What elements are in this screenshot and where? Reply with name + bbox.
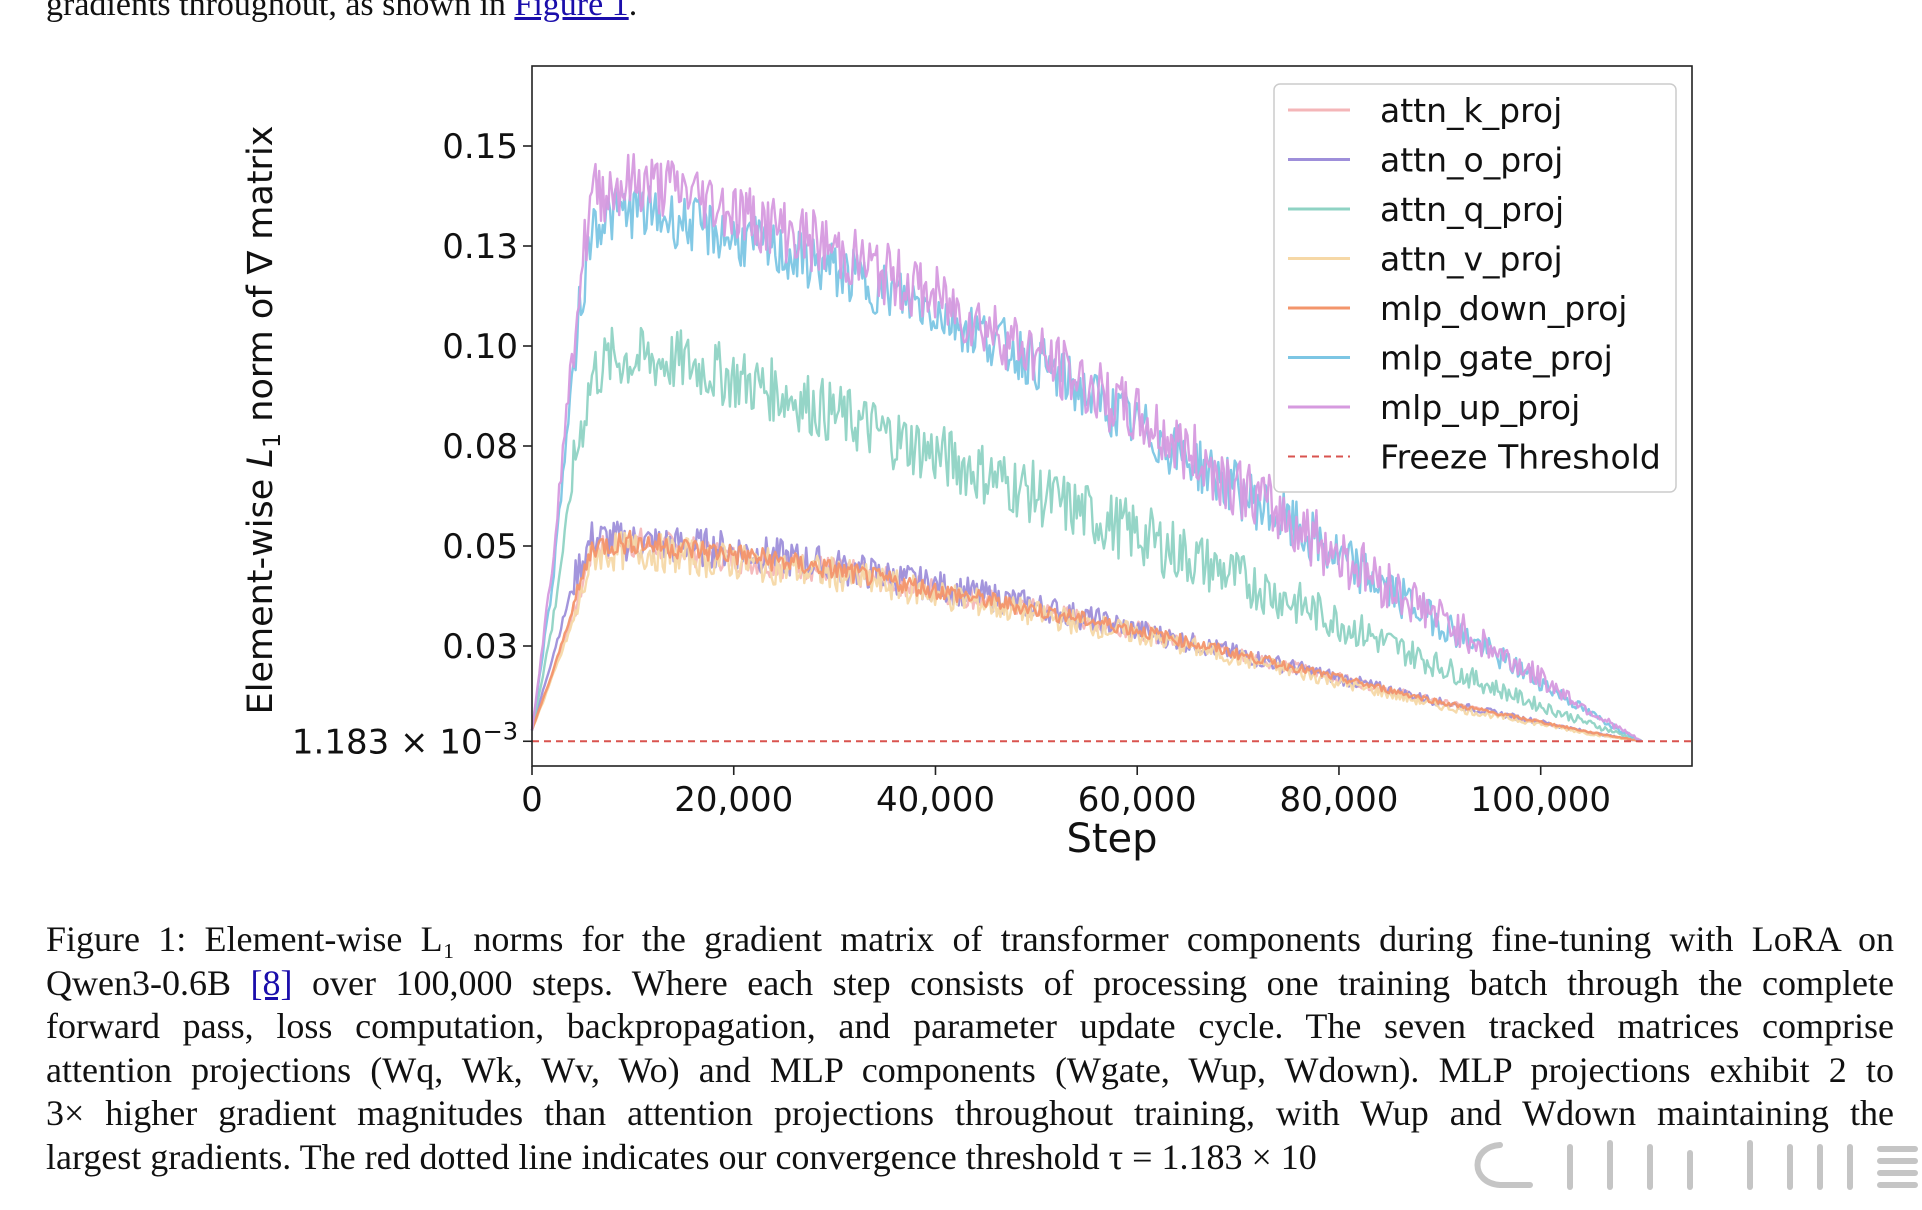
- legend-label: mlp_up_proj: [1380, 388, 1580, 427]
- series-line-attn_q_proj: [530, 326, 1642, 742]
- legend-label: mlp_gate_proj: [1380, 339, 1613, 378]
- caption-text-2b: over 100,000 steps. Where each step cons…: [292, 962, 1894, 1003]
- y-tick-label: 0.15: [442, 127, 518, 167]
- legend-label: mlp_down_proj: [1380, 289, 1627, 328]
- caption-text-4: attention projections (Wq, Wk, Wv, Wo) a…: [46, 1049, 1894, 1090]
- caption-text-1: Figure 1: Element-wise L₁ norms for the …: [46, 919, 1894, 959]
- caption-line-2: Qwen3-0.6B [8] over 100,000 steps. Where…: [46, 962, 1894, 1006]
- caption-line-5: 3× higher gradient magnitudes than atten…: [46, 1092, 1894, 1136]
- legend-box: [1273, 83, 1677, 493]
- legend: attn_k_proj attn_o_proj attn_q_proj attn_v_…: [1273, 83, 1677, 493]
- caption-text-6: largest gradients. The red dotted line i…: [46, 1136, 1317, 1177]
- x-axis: 0 20,000 40,000 60,000 80,000 100,000: [521, 766, 1611, 820]
- caption-line-4: attention projections (Wq, Wk, Wv, Wo) a…: [46, 1049, 1894, 1093]
- figure-link[interactable]: Figure 1: [514, 0, 629, 23]
- legend-label: attn_q_proj: [1380, 190, 1564, 229]
- y-label-part-sub: 1: [258, 433, 286, 448]
- fragment-period: .: [628, 0, 638, 23]
- series-line-mlp_up_proj: [530, 153, 1643, 743]
- caption-text-5: 3× higher gradient magnitudes than atten…: [46, 1093, 1894, 1133]
- fragment-text: gradients throughout, as shown in: [46, 0, 515, 23]
- caption-text-3: forward pass, loss computation, backprop…: [46, 1006, 1894, 1046]
- legend-label: attn_k_proj: [1380, 91, 1562, 130]
- caption-line-3: forward pass, loss computation, backprop…: [46, 1005, 1894, 1049]
- caption-line-1: Figure 1: Element-wise L₁ norms for the …: [46, 918, 1894, 962]
- y-label-part-L: L: [241, 448, 281, 468]
- series-layer: [530, 153, 1643, 743]
- y-axis: 1.183 × 10−3 0.03 0.05 0.08 0.10 0.13 0.15: [292, 127, 532, 762]
- x-tick-label: 40,000: [876, 780, 995, 820]
- y-axis-label: Element-wise L1 norm of ∇ matrix: [241, 126, 286, 715]
- x-axis-label: Step: [1066, 816, 1157, 862]
- y-tick-label: 0.10: [442, 327, 518, 367]
- series-line-mlp_down_proj: [530, 529, 1642, 743]
- y-tick-label: 0.05: [442, 527, 518, 567]
- caption-text-2a: Qwen3-0.6B: [46, 962, 251, 1003]
- watermark-logo: [1474, 1140, 1918, 1190]
- legend-label: attn_v_proj: [1380, 240, 1563, 279]
- x-tick-label: 20,000: [674, 780, 793, 820]
- gradient-norm-chart: 0 20,000 40,000 60,000 80,000 100,000 1.183 ×…: [241, 65, 1693, 862]
- x-tick-label: 60,000: [1078, 780, 1197, 820]
- y-tick-label: 0.08: [442, 427, 518, 467]
- y-tick-label: 1.183 × 10−3: [292, 717, 518, 762]
- legend-label: attn_o_proj: [1380, 141, 1563, 180]
- caption-line-6: largest gradients. The red dotted line i…: [46, 1136, 1894, 1180]
- x-tick-label: 0: [521, 780, 543, 820]
- citation-link[interactable]: [8]: [250, 962, 293, 1003]
- legend-label: Freeze Threshold: [1380, 438, 1661, 477]
- x-tick-label: 100,000: [1470, 780, 1611, 820]
- y-tick-label: 0.13: [442, 227, 518, 267]
- previous-paragraph-fragment: gradients throughout, as shown in Figure…: [46, 0, 1046, 23]
- y-tick-label: 0.03: [442, 627, 518, 667]
- figure-caption: Figure 1: Element-wise L₁ norms for the …: [46, 918, 1894, 1179]
- y-label-part-a: Element-wise: [241, 468, 281, 715]
- y-label-part-b: norm of ∇ matrix: [241, 126, 281, 433]
- x-tick-label: 80,000: [1279, 780, 1398, 820]
- plot-frame: [531, 65, 1693, 767]
- svg-text:Element-wise L1 norm of ∇ matr: Element-wise L1 norm of ∇ matrix: [241, 126, 286, 715]
